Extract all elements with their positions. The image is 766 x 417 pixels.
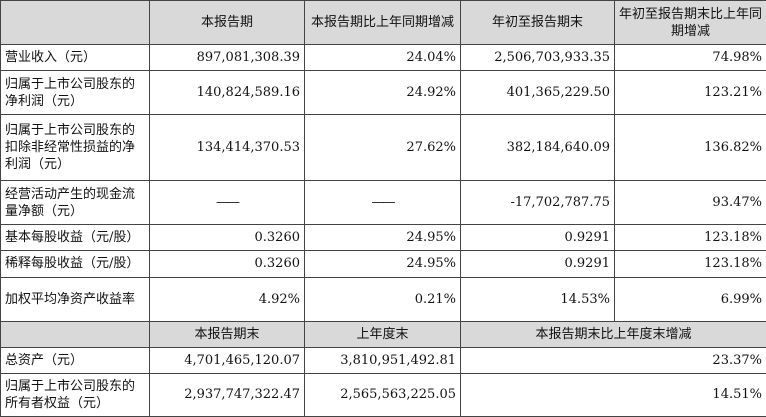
table-row: 稀释每股收益（元/股） 0.3260 24.95% 0.9291 123.18% — [0, 250, 766, 278]
cell-value: 4,701,465,120.07 — [149, 346, 305, 374]
header-cell-ytd-yoy: 年初至报告期末比上年同期增减 — [614, 0, 766, 45]
cell-value: 74.98% — [614, 43, 766, 72]
row-label: 稀释每股收益（元/股） — [0, 250, 150, 278]
cell-value: 0.3260 — [149, 224, 305, 252]
cell-value: 93.47% — [614, 180, 766, 226]
row-label: 归属于上市公司股东的扣除非经常性损益的净利润（元） — [0, 114, 150, 182]
cell-value: 123.18% — [614, 250, 766, 278]
cell-value: 14.53% — [460, 276, 615, 322]
cell-value: 136.82% — [614, 114, 766, 182]
cell-value: 140,824,589.16 — [149, 70, 305, 116]
header-row: 本报告期 本报告期比上年同期增减 年初至报告期末 年初至报告期末比上年同期增减 — [0, 0, 766, 45]
header-cell-prior-year-end: 上年度末 — [304, 320, 461, 348]
cell-value: 2,937,747,322.47 — [149, 372, 305, 417]
header-cell-blank — [0, 320, 150, 348]
cell-value: 0.9291 — [460, 250, 615, 278]
cell-value: 24.95% — [304, 224, 461, 252]
cell-value: 23.37% — [460, 346, 766, 374]
table-row: 营业收入（元） 897,081,308.39 24.04% 2,506,703,… — [0, 43, 766, 72]
cell-value: 382,184,640.09 — [460, 114, 615, 182]
header-cell-blank — [0, 0, 150, 45]
table-row: 基本每股收益（元/股） 0.3260 24.95% 0.9291 123.18% — [0, 224, 766, 252]
row-label: 归属于上市公司股东的净利润（元） — [0, 70, 150, 116]
dash-mark: —— — [216, 195, 240, 211]
cell-value: 4.92% — [149, 276, 305, 322]
row-label: 加权平均净资产收益率 — [0, 276, 150, 322]
cell-value: 24.92% — [304, 70, 461, 116]
cell-value: 123.18% — [614, 224, 766, 252]
table-row: 加权平均净资产收益率 4.92% 0.21% 14.53% 6.99% — [0, 276, 766, 322]
cell-value: 24.04% — [304, 43, 461, 72]
table-row: 经营活动产生的现金流量净额（元） —— —— -17,702,787.75 93… — [0, 180, 766, 226]
table-row: 归属于上市公司股东的所有者权益（元） 2,937,747,322.47 2,56… — [0, 372, 766, 417]
cell-value: 0.3260 — [149, 250, 305, 278]
header-cell-current-period: 本报告期 — [149, 0, 305, 45]
cell-value: 123.21% — [614, 70, 766, 116]
table-row: 总资产（元） 4,701,465,120.07 3,810,951,492.81… — [0, 346, 766, 374]
header-cell-ytd: 年初至报告期末 — [460, 0, 615, 45]
header-cell-period-end: 本报告期末 — [149, 320, 305, 348]
cell-value: 6.99% — [614, 276, 766, 322]
table-row: 归属于上市公司股东的扣除非经常性损益的净利润（元） 134,414,370.53… — [0, 114, 766, 182]
cell-value: 134,414,370.53 — [149, 114, 305, 182]
cell-value: 2,506,703,933.35 — [460, 43, 615, 72]
cell-value: 2,565,563,225.05 — [304, 372, 461, 417]
dash-mark: —— — [371, 195, 396, 211]
cell-value: 897,081,308.39 — [149, 43, 305, 72]
row-label: 营业收入（元） — [0, 43, 150, 72]
cell-value: 14.51% — [460, 372, 766, 417]
cell-value: 24.95% — [304, 250, 461, 278]
row-label: 经营活动产生的现金流量净额（元） — [0, 180, 150, 226]
cell-value: 401,365,229.50 — [460, 70, 615, 116]
cell-value-dash: —— — [149, 180, 305, 226]
header-cell-period-end-change: 本报告期末比上年度末增减 — [460, 320, 766, 348]
table-row: 归属于上市公司股东的净利润（元） 140,824,589.16 24.92% 4… — [0, 70, 766, 116]
row-label: 总资产（元） — [0, 346, 150, 374]
row-label: 归属于上市公司股东的所有者权益（元） — [0, 372, 150, 417]
cell-value: -17,702,787.75 — [460, 180, 615, 226]
cell-value: 0.21% — [304, 276, 461, 322]
cell-value: 27.62% — [304, 114, 461, 182]
cell-value-dash: —— — [304, 180, 461, 226]
header-cell-current-period-yoy: 本报告期比上年同期增减 — [304, 0, 461, 45]
cell-value: 3,810,951,492.81 — [304, 346, 461, 374]
header-row-balance: 本报告期末 上年度末 本报告期末比上年度末增减 — [0, 320, 766, 348]
cell-value: 0.9291 — [460, 224, 615, 252]
row-label: 基本每股收益（元/股） — [0, 224, 150, 252]
